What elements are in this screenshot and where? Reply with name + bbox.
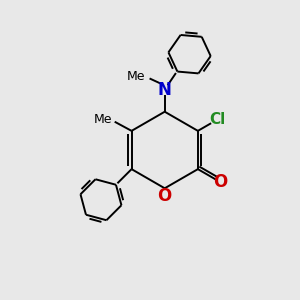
Text: Cl: Cl bbox=[209, 112, 225, 127]
Text: O: O bbox=[213, 173, 227, 191]
Text: N: N bbox=[158, 81, 172, 99]
Text: Me: Me bbox=[94, 113, 112, 126]
Text: Me: Me bbox=[127, 70, 145, 83]
Text: O: O bbox=[158, 187, 172, 205]
